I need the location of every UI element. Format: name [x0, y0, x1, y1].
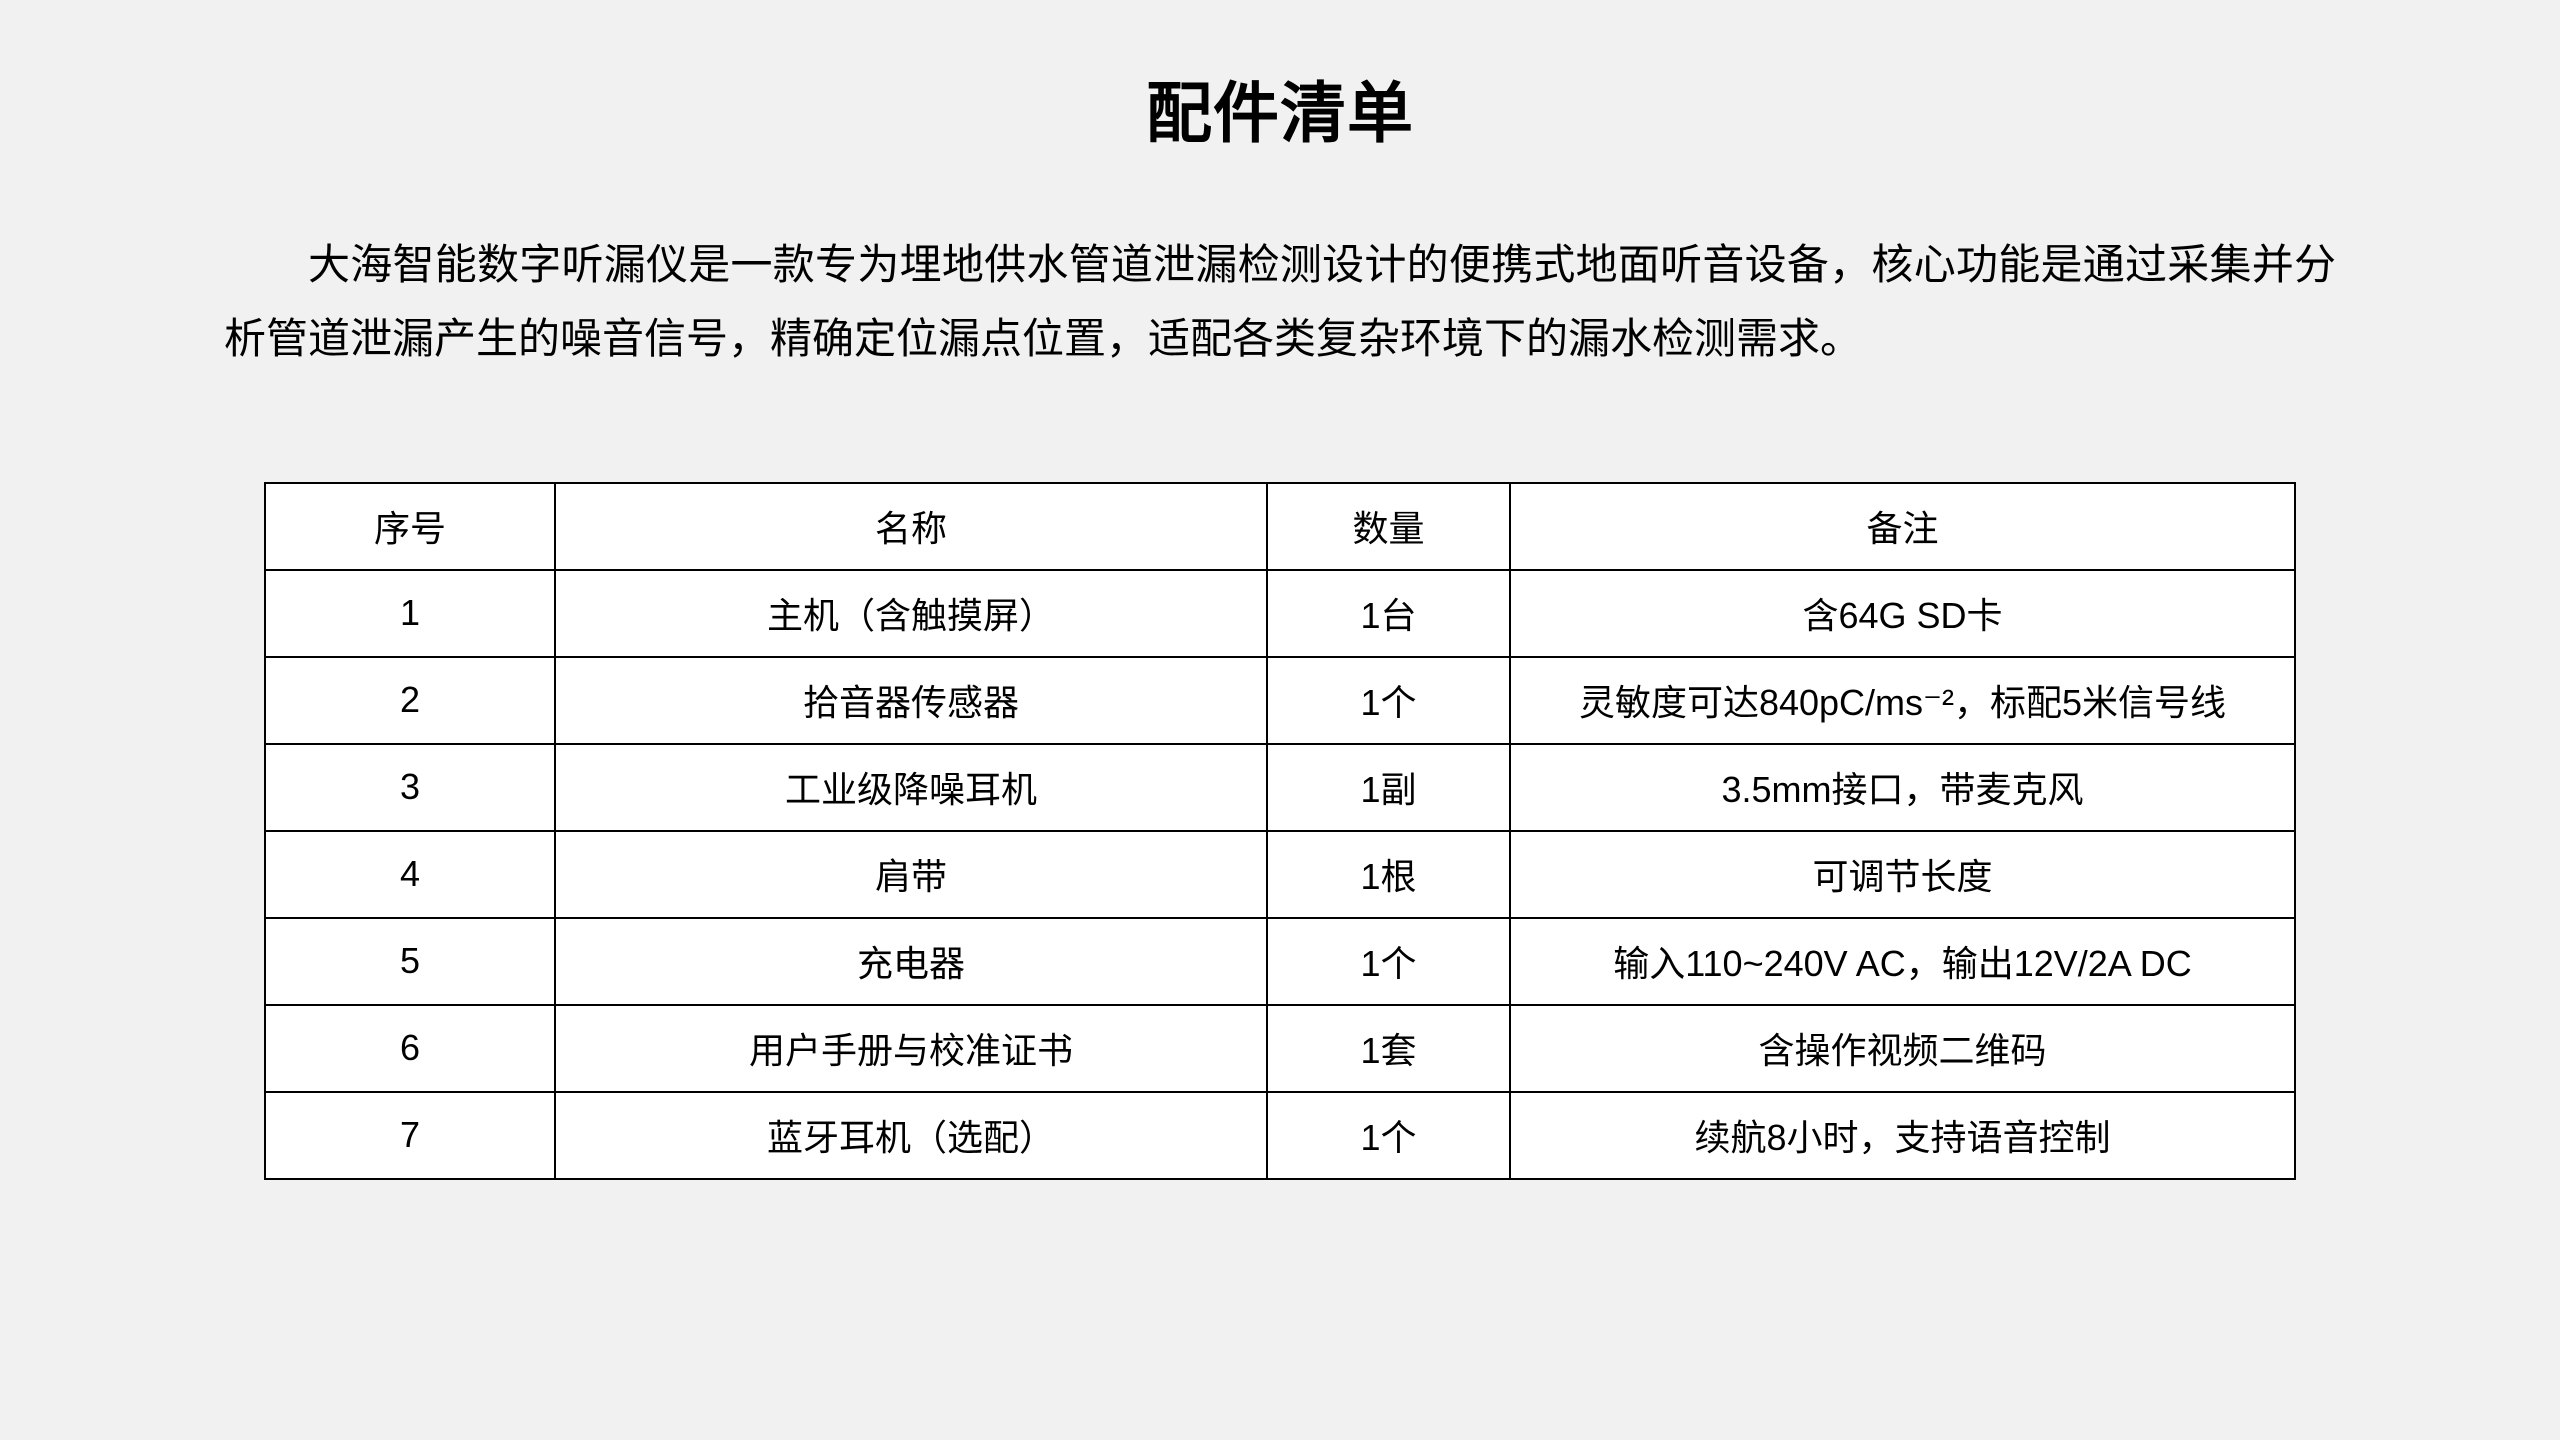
header-cell-remark: 备注: [1509, 481, 2296, 571]
table-row: 2 拾音器传感器 1个 灵敏度可达840pC/ms⁻²，标配5米信号线: [264, 655, 2296, 745]
cell-no: 4: [264, 829, 556, 919]
cell-no: 5: [264, 916, 556, 1006]
cell-qty: 1台: [1266, 568, 1511, 658]
cell-remark: 续航8小时，支持语音控制: [1509, 1090, 2296, 1180]
table-row: 4 肩带 1根 可调节长度: [264, 829, 2296, 919]
header-cell-qty: 数量: [1266, 481, 1511, 571]
cell-name: 肩带: [554, 829, 1268, 919]
page-title: 配件清单: [1146, 76, 1414, 150]
table-row: 3 工业级降噪耳机 1副 3.5mm接口，带麦克风: [264, 742, 2296, 832]
cell-no: 1: [264, 568, 556, 658]
cell-remark: 可调节长度: [1509, 829, 2296, 919]
cell-name: 主机（含触摸屏）: [554, 568, 1268, 658]
cell-name: 充电器: [554, 916, 1268, 1006]
cell-name: 拾音器传感器: [554, 655, 1268, 745]
cell-remark: 输入110~240V AC，输出12V/2A DC: [1509, 916, 2296, 1006]
intro-paragraph: 大海智能数字听漏仪是一款专为埋地供水管道泄漏检测设计的便携式地面听音设备，核心功…: [224, 241, 2336, 362]
table-header-row: 序号 名称 数量 备注: [264, 481, 2296, 571]
table-row: 5 充电器 1个 输入110~240V AC，输出12V/2A DC: [264, 916, 2296, 1006]
cell-remark: 3.5mm接口，带麦克风: [1509, 742, 2296, 832]
table-row: 7 蓝牙耳机（选配） 1个 续航8小时，支持语音控制: [264, 1090, 2296, 1180]
cell-name: 蓝牙耳机（选配）: [554, 1090, 1268, 1180]
cell-no: 2: [264, 655, 556, 745]
cell-qty: 1个: [1266, 916, 1511, 1006]
table-row: 6 用户手册与校准证书 1套 含操作视频二维码: [264, 1003, 2296, 1093]
cell-remark: 含64G SD卡: [1509, 568, 2296, 658]
cell-remark: 灵敏度可达840pC/ms⁻²，标配5米信号线: [1509, 655, 2296, 745]
cell-qty: 1副: [1266, 742, 1511, 832]
header-cell-name: 名称: [554, 481, 1268, 571]
cell-name: 工业级降噪耳机: [554, 742, 1268, 832]
cell-qty: 1个: [1266, 1090, 1511, 1180]
cell-no: 6: [264, 1003, 556, 1093]
cell-no: 7: [264, 1090, 556, 1180]
accessories-table: 序号 名称 数量 备注 1 主机（含触摸屏） 1台 含64G SD卡 2 拾音器…: [264, 481, 2296, 1180]
cell-remark: 含操作视频二维码: [1509, 1003, 2296, 1093]
header-cell-no: 序号: [264, 481, 556, 571]
table-row: 1 主机（含触摸屏） 1台 含64G SD卡: [264, 568, 2296, 658]
cell-qty: 1个: [1266, 655, 1511, 745]
cell-no: 3: [264, 742, 556, 832]
cell-name: 用户手册与校准证书: [554, 1003, 1268, 1093]
cell-qty: 1套: [1266, 1003, 1511, 1093]
cell-qty: 1根: [1266, 829, 1511, 919]
